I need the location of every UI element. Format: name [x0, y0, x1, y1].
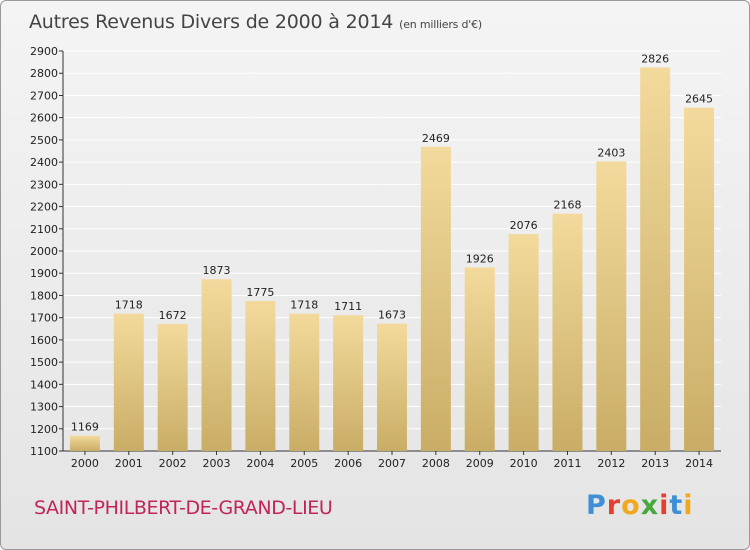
data-label-2005: 1718 — [290, 299, 318, 312]
bar-2014 — [684, 107, 715, 452]
chart-title-text: Autres Revenus Divers de 2000 à 2014 — [29, 11, 394, 33]
bar-2011 — [552, 213, 583, 451]
bar-2009 — [464, 267, 495, 451]
logo-letter: i — [659, 490, 670, 521]
tick-labels: 1100 1200 1300 1400 1500 1600 1700 1800 1900 2000… — [30, 45, 713, 470]
x-tick-label-2007: 2007 — [378, 457, 406, 470]
x-tick-label-2005: 2005 — [290, 457, 318, 470]
y-tick-label: 2800 — [30, 67, 58, 80]
y-tick-label: 2900 — [30, 45, 58, 58]
x-tick-label-2004: 2004 — [246, 457, 274, 470]
y-tick-label: 1500 — [30, 356, 58, 369]
data-label-2011: 2168 — [553, 199, 581, 212]
bar-2006 — [333, 315, 364, 451]
bar-2001 — [113, 313, 144, 451]
x-tick-label-2013: 2013 — [641, 457, 669, 470]
x-tick-label-2009: 2009 — [466, 457, 494, 470]
logo-letter: i — [683, 490, 694, 521]
y-tick-label: 1200 — [30, 423, 58, 436]
place-name: SAINT-PHILBERT-DE-GRAND-LIEU — [34, 497, 333, 519]
x-tick-label-2001: 2001 — [115, 457, 143, 470]
logo-letter: t — [669, 490, 684, 521]
bar-2008 — [420, 146, 451, 451]
y-tick-label: 1300 — [30, 401, 58, 414]
logo-letter: P — [586, 490, 607, 521]
x-tick-label-2002: 2002 — [159, 457, 187, 470]
bar-2002 — [157, 323, 188, 451]
data-label-2003: 1873 — [203, 264, 231, 277]
y-tick-label: 1800 — [30, 289, 58, 302]
proxiti-logo[interactable]: Proxiti — [586, 490, 694, 521]
bar-2000 — [69, 435, 100, 451]
y-tick-label: 2300 — [30, 178, 58, 191]
logo-letter: x — [640, 490, 660, 521]
data-label-2014: 2645 — [685, 93, 713, 106]
y-tick-label: 2200 — [30, 201, 58, 214]
bar-2004 — [245, 301, 276, 451]
data-label-2007: 1673 — [378, 309, 406, 322]
x-tick-label-2014: 2014 — [685, 457, 713, 470]
y-tick-label: 1900 — [30, 267, 58, 280]
data-label-2013: 2826 — [641, 52, 669, 65]
bar-2012 — [596, 161, 627, 451]
x-tick-label-2006: 2006 — [334, 457, 362, 470]
data-label-2006: 1711 — [334, 300, 362, 313]
bar-2007 — [377, 323, 407, 451]
data-label-2010: 2076 — [510, 219, 538, 232]
x-tick-label-2003: 2003 — [203, 457, 231, 470]
data-labels: 1169 1718 1672 1873 1775 1718 1711 1673 2469 1926… — [71, 52, 713, 433]
bars — [69, 67, 715, 452]
chart-subtitle: (en milliers d'€) — [399, 18, 483, 31]
bar-2013 — [640, 67, 671, 451]
data-label-2000: 1169 — [71, 421, 99, 434]
x-tick-label-2000: 2000 — [71, 457, 99, 470]
y-tick-label: 2000 — [30, 245, 58, 258]
logo-letter: r — [606, 490, 622, 521]
bar-2003 — [201, 279, 232, 451]
y-tick-label: 2400 — [30, 156, 58, 169]
y-tick-label: 1400 — [30, 378, 58, 391]
data-label-2012: 2403 — [597, 146, 625, 159]
y-tick-label: 2100 — [30, 223, 58, 236]
y-tick-label: 1100 — [30, 445, 58, 458]
data-label-2008: 2469 — [422, 132, 450, 145]
y-tick-label: 2600 — [30, 112, 58, 125]
x-tick-label-2010: 2010 — [510, 457, 538, 470]
data-label-2001: 1718 — [115, 299, 143, 312]
data-label-2004: 1775 — [246, 286, 274, 299]
bar-2005 — [289, 313, 320, 451]
bar-2010 — [508, 234, 539, 451]
y-tick-label: 2500 — [30, 134, 58, 147]
y-tick-label: 2700 — [30, 89, 58, 102]
x-tick-label-2011: 2011 — [553, 457, 581, 470]
data-label-2009: 1926 — [466, 252, 494, 265]
y-tick-label: 1600 — [30, 334, 58, 347]
chart-title: Autres Revenus Divers de 2000 à 2014 (en … — [29, 11, 482, 33]
logo-letter: o — [621, 490, 641, 521]
data-label-2002: 1672 — [159, 309, 187, 322]
y-tick-label: 1700 — [30, 312, 58, 325]
x-tick-label-2012: 2012 — [597, 457, 625, 470]
x-tick-label-2008: 2008 — [422, 457, 450, 470]
